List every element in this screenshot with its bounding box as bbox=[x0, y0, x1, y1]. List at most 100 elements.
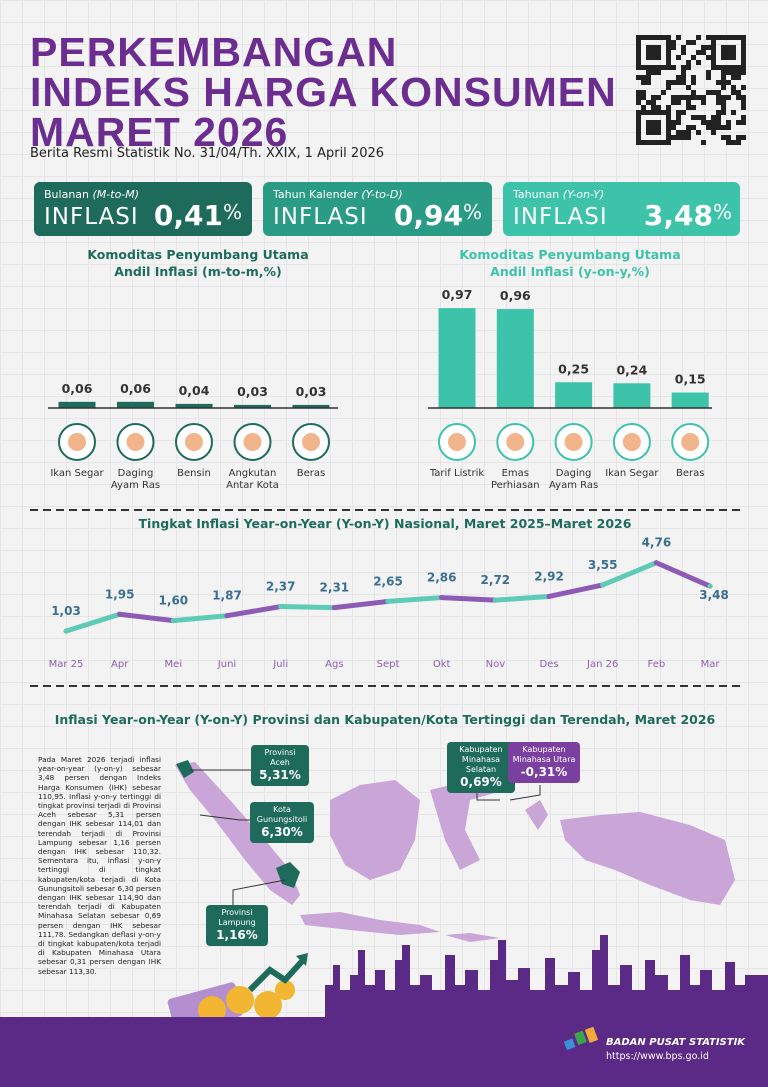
qr-cell bbox=[731, 140, 736, 145]
chart-title: Komoditas Penyumbang Utama bbox=[459, 247, 681, 262]
bar bbox=[58, 401, 96, 408]
qr-cell bbox=[726, 50, 731, 55]
value-label: 0,24 bbox=[616, 362, 647, 377]
qr-cell bbox=[651, 125, 656, 130]
qr-cell bbox=[646, 110, 651, 115]
qr-cell bbox=[701, 140, 706, 145]
chart-title: Tingkat Inflasi Year-on-Year (Y-on-Y) Na… bbox=[138, 516, 632, 531]
qr-code bbox=[636, 35, 746, 145]
qr-cell bbox=[676, 135, 681, 140]
qr-cell bbox=[721, 105, 726, 110]
callout-value: 0,69% bbox=[460, 775, 502, 789]
icon-inner bbox=[185, 433, 203, 451]
card-number: 0,41 bbox=[153, 199, 223, 232]
qr-cell bbox=[711, 40, 716, 45]
qr-cell bbox=[731, 70, 736, 75]
x-tick-label: Juni bbox=[217, 659, 236, 670]
qr-cell bbox=[641, 65, 646, 70]
bar bbox=[496, 309, 534, 408]
value-label: 2,86 bbox=[427, 571, 457, 585]
qr-cell bbox=[661, 65, 666, 70]
qr-cell bbox=[726, 135, 731, 140]
qr-cell bbox=[646, 50, 651, 55]
qr-cell bbox=[706, 55, 711, 60]
qr-cell bbox=[646, 130, 651, 135]
point bbox=[224, 613, 230, 619]
qr-cell bbox=[726, 120, 731, 125]
qr-cell bbox=[656, 105, 661, 110]
value-label: 4,76 bbox=[642, 536, 672, 550]
point bbox=[653, 560, 659, 566]
qr-cell bbox=[726, 45, 731, 50]
qr-cell bbox=[721, 125, 726, 130]
category-label: Beras bbox=[675, 468, 705, 479]
qr-cell bbox=[651, 55, 656, 60]
qr-cell bbox=[716, 35, 721, 40]
value-label: 0,15 bbox=[675, 372, 706, 387]
qr-cell bbox=[671, 95, 676, 100]
chart-subtitle: Andil Inflasi (m-to-m,%) bbox=[114, 264, 282, 279]
qr-cell bbox=[741, 100, 746, 105]
qr-cell bbox=[741, 65, 746, 70]
qr-cell bbox=[711, 115, 716, 120]
qr-cell bbox=[716, 100, 721, 105]
x-tick-label: Jan 26 bbox=[586, 659, 618, 670]
qr-cell bbox=[726, 65, 731, 70]
card-word: INFLASI bbox=[273, 204, 368, 230]
map-callout: Provinsi Lampung 1,16% bbox=[206, 905, 268, 946]
bar bbox=[234, 404, 271, 408]
qr-cell bbox=[731, 35, 736, 40]
qr-cell bbox=[641, 110, 646, 115]
qr-cell bbox=[681, 95, 686, 100]
icon-inner bbox=[506, 433, 525, 451]
qr-cell bbox=[651, 50, 656, 55]
qr-cell bbox=[661, 90, 666, 95]
qr-cell bbox=[656, 95, 661, 100]
value-label: 2,92 bbox=[534, 569, 564, 583]
map-callout: Kabupaten Minahasa Selatan 0,69% bbox=[447, 742, 515, 793]
footer-band bbox=[0, 1017, 768, 1087]
qr-cell bbox=[701, 120, 706, 125]
qr-cell bbox=[666, 115, 671, 120]
qr-cell bbox=[691, 40, 696, 45]
value-label: 0,25 bbox=[558, 361, 589, 376]
icon-inner bbox=[681, 433, 700, 451]
qr-cell bbox=[741, 105, 746, 110]
value-label: 0,06 bbox=[120, 381, 151, 396]
qr-cell bbox=[676, 55, 681, 60]
qr-cell bbox=[656, 55, 661, 60]
line-segment bbox=[546, 582, 606, 599]
qr-cell bbox=[656, 125, 661, 130]
qr-cell bbox=[696, 130, 701, 135]
qr-cell bbox=[651, 35, 656, 40]
qr-cell bbox=[671, 135, 676, 140]
title-line: INDEKS HARGA KONSUMEN bbox=[30, 69, 617, 115]
qr-cell bbox=[646, 55, 651, 60]
qr-cell bbox=[636, 50, 641, 55]
point bbox=[546, 593, 552, 599]
qr-cell bbox=[731, 75, 736, 80]
qr-cell bbox=[656, 50, 661, 55]
qr-cell bbox=[711, 90, 716, 95]
bar bbox=[613, 383, 651, 408]
qr-cell bbox=[676, 75, 681, 80]
point bbox=[707, 583, 713, 589]
qr-cell bbox=[666, 45, 671, 50]
card-label: Tahunan (Y-on-Y) bbox=[513, 188, 604, 201]
qr-cell bbox=[721, 85, 726, 90]
qr-cell bbox=[661, 110, 666, 115]
qr-cell bbox=[681, 110, 686, 115]
qr-cell bbox=[726, 80, 731, 85]
qr-cell bbox=[636, 140, 641, 145]
qr-cell bbox=[731, 110, 736, 115]
qr-cell bbox=[711, 60, 716, 65]
qr-cell bbox=[666, 40, 671, 45]
category-label: Beras bbox=[296, 468, 326, 479]
qr-cell bbox=[646, 70, 651, 75]
qr-cell bbox=[656, 130, 661, 135]
qr-cell bbox=[741, 70, 746, 75]
value-label: 1,03 bbox=[51, 604, 81, 618]
qr-cell bbox=[711, 65, 716, 70]
qr-cell bbox=[716, 65, 721, 70]
qr-cell bbox=[661, 140, 666, 145]
